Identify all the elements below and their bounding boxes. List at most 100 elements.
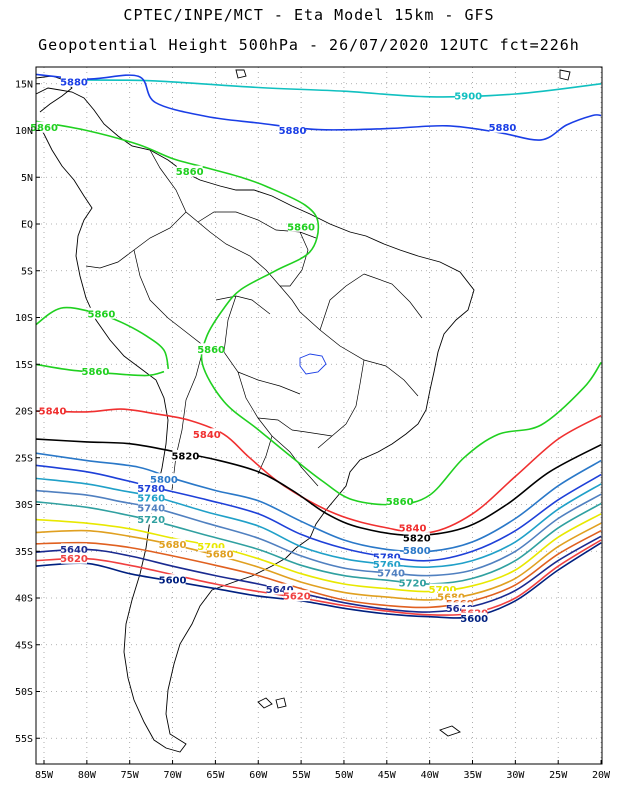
contour-label-bg <box>193 428 220 440</box>
lon-tick-label: 50W <box>335 770 354 781</box>
contour-label-bg <box>138 482 165 494</box>
lat-tick-label: 25S <box>15 453 33 464</box>
coastlines-and-borders <box>36 69 571 753</box>
contour-label-5640: 5640 <box>446 604 474 615</box>
caribbean-islands <box>235 69 571 81</box>
south-america-coastline <box>36 87 475 753</box>
contour-label-bg <box>60 543 87 555</box>
contour-label-bg <box>399 521 426 533</box>
contour-labels: 5900 5880 5880 5880 5860 5860 5860 5860 5860 5860… <box>30 75 517 625</box>
lat-tick-label: EQ <box>21 220 33 231</box>
contour-label-5860: 5860 <box>30 123 58 134</box>
contour-label-5860: 5860 <box>386 497 414 508</box>
contour-line-5740 <box>36 489 602 577</box>
contour-label-bg <box>60 75 87 87</box>
contour-label-5860: 5860 <box>81 367 109 378</box>
lat-tick-label: 20S <box>15 407 33 418</box>
contour-label-bg <box>429 583 456 595</box>
contour-label-bg <box>399 577 426 589</box>
contour-label-5600: 5600 <box>159 576 187 587</box>
country-borders <box>85 149 423 491</box>
contour-label-5720: 5720 <box>137 515 165 526</box>
contour-label-bg <box>138 513 165 525</box>
lon-tick-label: 75W <box>121 770 140 781</box>
contour-label-5840: 5840 <box>399 523 427 534</box>
contour-label-5860: 5860 <box>176 167 204 178</box>
contour-label-5600: 5600 <box>460 614 488 625</box>
chart-subtitle: Geopotential Height 500hPa - 26/07/2020 … <box>38 36 580 54</box>
lon-tick-label: 60W <box>249 770 268 781</box>
contour-label-5680: 5680 <box>159 540 187 551</box>
contour-label-5620: 5620 <box>283 592 311 603</box>
contour-label-bg <box>88 307 115 319</box>
lat-tick-label: 15N <box>15 79 33 90</box>
contour-label-5620: 5620 <box>60 554 88 565</box>
contour-line-5860 <box>36 363 165 377</box>
contour-label-5760: 5760 <box>373 560 401 571</box>
lon-tick-label: 85W <box>35 770 54 781</box>
contour-label-5780: 5780 <box>137 484 165 495</box>
contour-label-bg <box>176 165 203 177</box>
graticule <box>36 67 602 764</box>
contour-line-5600 <box>36 542 602 619</box>
south-georgia <box>439 725 461 737</box>
contour-label-bg <box>198 343 225 355</box>
axis-ticks: 15N 10N 5N EQ 5S 10S 15S 20S 25S 30S 35S 40S 45S 50S 5… <box>15 79 611 781</box>
contour-label-5840: 5840 <box>193 430 221 441</box>
lon-tick-label: 70W <box>164 770 183 781</box>
contour-label-5880: 5880 <box>489 123 517 134</box>
lat-tick-label: 5S <box>21 266 33 277</box>
contour-label-5860: 5860 <box>287 222 315 233</box>
contour-label-5800: 5800 <box>150 475 178 486</box>
contour-label-5780: 5780 <box>373 552 401 563</box>
contour-label-5740: 5740 <box>137 504 165 515</box>
contour-label-bg <box>279 124 306 136</box>
contour-label-bg <box>446 602 473 614</box>
contour-line-5700 <box>36 513 602 593</box>
contour-label-5880: 5880 <box>279 126 307 137</box>
falkland-islands <box>257 697 287 709</box>
contour-label-bg <box>150 473 177 485</box>
contour-label-5760: 5760 <box>137 493 165 504</box>
map-background <box>36 67 602 764</box>
contour-line-5860 <box>36 306 170 370</box>
contour-line-5680 <box>36 522 602 601</box>
contour-label-5880: 5880 <box>60 77 88 88</box>
contour-label-bg <box>455 89 482 101</box>
contour-label-5860: 5860 <box>197 345 225 356</box>
lat-tick-label: 10S <box>15 313 33 324</box>
contour-line-5660 <box>36 529 602 609</box>
lat-tick-label: 30S <box>15 500 33 511</box>
contour-label-5640: 5640 <box>266 585 294 596</box>
contour-label-bg <box>461 606 488 618</box>
lat-tick-label: 5N <box>21 173 33 184</box>
lon-tick-label: 55W <box>292 770 311 781</box>
contour-label-bg <box>386 495 413 507</box>
contour-line-5640 <box>36 535 602 613</box>
contour-line-5620 <box>36 539 602 616</box>
lon-tick-label: 40W <box>421 770 440 781</box>
lat-tick-label: 15S <box>15 360 33 371</box>
lon-tick-label: 30W <box>506 770 525 781</box>
lat-tick-label: 55S <box>15 734 33 745</box>
contour-line-5780 <box>36 464 602 562</box>
contour-label-5860: 5860 <box>87 309 115 320</box>
contour-label-bg <box>172 449 199 461</box>
contour-label-bg <box>198 540 225 552</box>
contour-label-bg <box>206 548 233 560</box>
contour-label-bg <box>283 590 310 602</box>
contour-label-bg <box>266 583 293 595</box>
contour-label-bg <box>159 538 186 550</box>
lat-tick-label: 40S <box>15 594 33 605</box>
lon-tick-label: 20W <box>592 770 611 781</box>
contour-label-bg <box>60 552 87 564</box>
contour-label-5820: 5820 <box>171 451 199 462</box>
contour-label-5640: 5640 <box>60 545 88 556</box>
contour-line-5820 <box>36 438 602 537</box>
contour-label-bg <box>138 502 165 514</box>
chart-title: CPTEC/INPE/MCT - Eta Model 15km - GFS <box>123 6 495 24</box>
lake-titicaca <box>299 353 327 375</box>
contour-line-5720 <box>36 500 602 585</box>
contour-label-bg <box>403 544 430 556</box>
contour-line-5900 <box>82 79 602 98</box>
